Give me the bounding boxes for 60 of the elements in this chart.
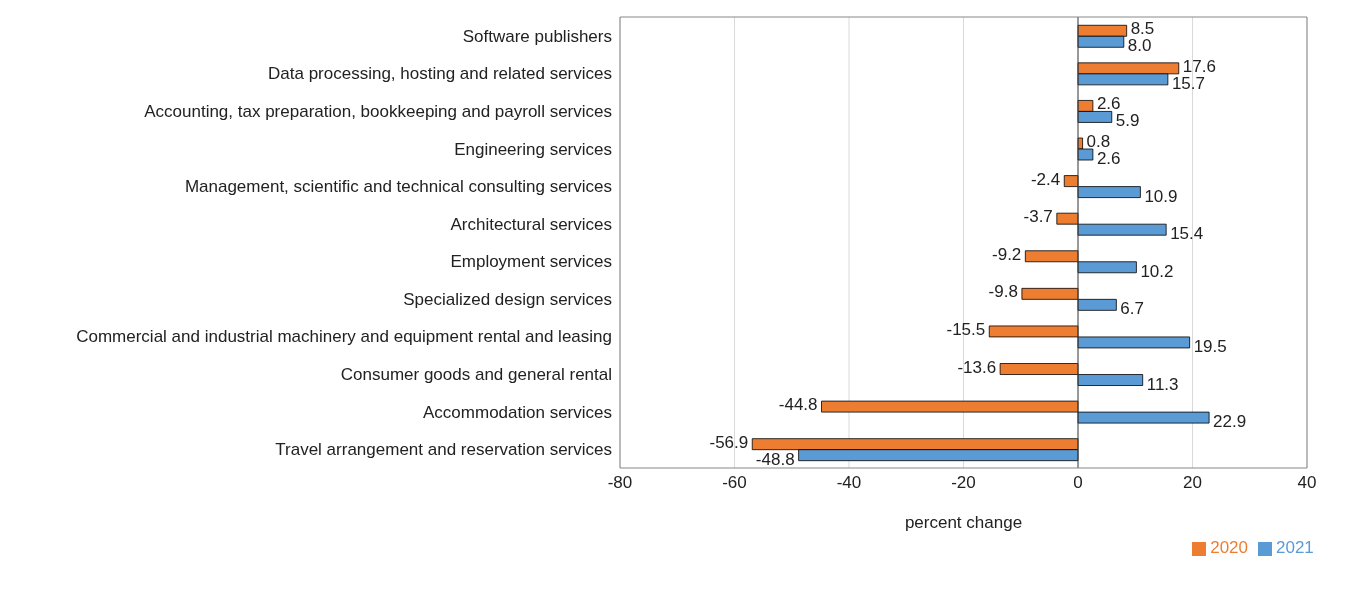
y-tick-label: Employment services bbox=[450, 252, 612, 272]
bar bbox=[1021, 287, 1079, 300]
x-tick-label: -20 bbox=[951, 473, 976, 493]
x-tick-label: -60 bbox=[722, 473, 747, 493]
data-label: 19.5 bbox=[1193, 336, 1227, 356]
data-label: 10.9 bbox=[1144, 186, 1178, 206]
y-tick-label: Architectural services bbox=[450, 214, 612, 234]
data-label: 17.6 bbox=[1182, 56, 1216, 76]
bar bbox=[1077, 298, 1117, 311]
data-label: -15.5 bbox=[946, 319, 986, 339]
data-label: -56.9 bbox=[709, 432, 749, 452]
y-tick-label: Management, scientific and technical consulting services bbox=[184, 177, 612, 197]
data-label: 22.9 bbox=[1213, 412, 1247, 432]
data-label: 15.4 bbox=[1170, 224, 1204, 244]
data-label: 8.0 bbox=[1127, 36, 1152, 56]
x-tick-label: -80 bbox=[607, 473, 633, 493]
data-label: -2.4 bbox=[1030, 169, 1061, 189]
bar bbox=[1077, 336, 1191, 349]
data-label: -13.6 bbox=[957, 357, 997, 377]
data-label: 0.8 bbox=[1086, 132, 1111, 151]
data-label: 8.5 bbox=[1130, 19, 1155, 39]
data-label: -3.7 bbox=[1023, 207, 1053, 227]
data-label: 2.6 bbox=[1096, 94, 1121, 114]
bar bbox=[1024, 250, 1079, 263]
y-tick-label: Travel arrangement and reservation services bbox=[275, 440, 612, 460]
x-tick-label: 40 bbox=[1297, 473, 1317, 493]
data-label: -9.2 bbox=[992, 244, 1022, 264]
x-tick-label: 20 bbox=[1183, 473, 1202, 493]
y-tick-label: Commercial and industrial machinery and equipment rental and leasing bbox=[76, 327, 612, 347]
bar bbox=[821, 400, 1079, 413]
bar bbox=[1077, 374, 1144, 386]
x-tick-label: 0 bbox=[1073, 473, 1083, 493]
data-label: 15.7 bbox=[1171, 73, 1205, 93]
data-label: 2.6 bbox=[1096, 149, 1121, 168]
legend-label: 2021 bbox=[1276, 538, 1314, 557]
data-label: 11.3 bbox=[1146, 374, 1179, 394]
bar bbox=[999, 363, 1079, 375]
y-tick-label: Accounting, tax preparation, bookkeeping and payroll services bbox=[144, 101, 612, 121]
y-tick-label: Consumer goods and general rental bbox=[340, 365, 612, 385]
bar bbox=[1077, 223, 1167, 236]
bar bbox=[988, 325, 1079, 338]
y-tick-label: Data processing, hosting and related services bbox=[268, 64, 612, 84]
bar bbox=[1077, 261, 1137, 274]
data-label: 6.7 bbox=[1120, 299, 1144, 319]
y-tick-label: Accommodation services bbox=[423, 402, 612, 422]
y-tick-label: Engineering services bbox=[454, 139, 612, 159]
bar bbox=[1056, 212, 1079, 225]
data-label: -48.8 bbox=[755, 449, 795, 469]
bar bbox=[1063, 175, 1079, 187]
y-tick-label: Software publishers bbox=[462, 26, 612, 46]
y-tick-label: Specialized design services bbox=[403, 289, 612, 309]
legend-label: 2020 bbox=[1210, 538, 1248, 557]
bar bbox=[1077, 411, 1210, 424]
data-label: 10.2 bbox=[1140, 261, 1174, 281]
x-tick-label: -40 bbox=[836, 473, 862, 493]
x-axis-title: percent change bbox=[904, 513, 1023, 532]
data-label: 5.9 bbox=[1115, 111, 1140, 131]
data-label: -9.8 bbox=[988, 282, 1018, 302]
data-label: -44.8 bbox=[778, 395, 818, 415]
bar bbox=[1077, 186, 1141, 198]
